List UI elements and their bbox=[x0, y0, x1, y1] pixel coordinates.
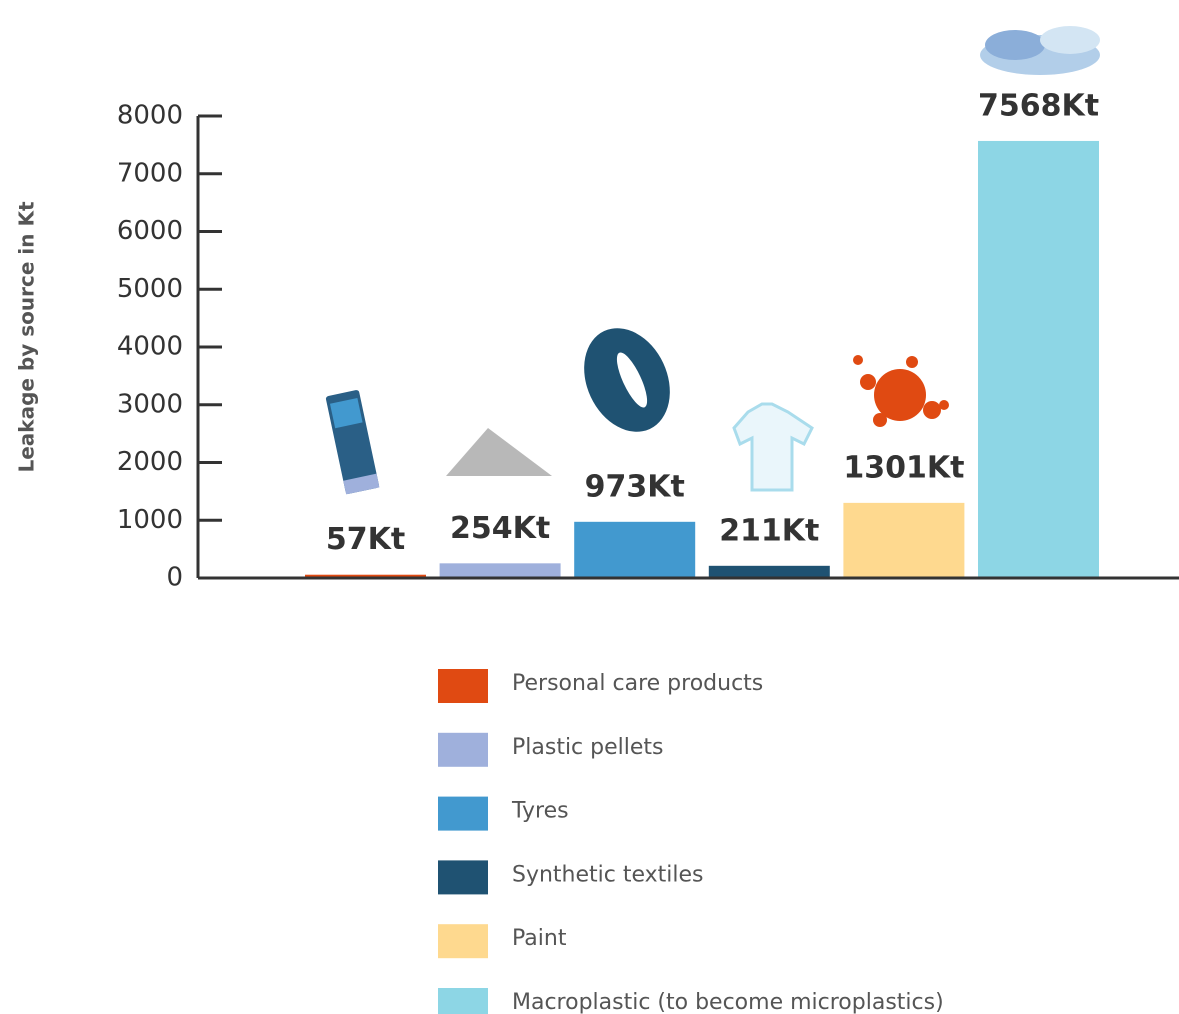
legend-label: Synthetic textiles bbox=[512, 862, 704, 887]
legend-label: Plastic pellets bbox=[512, 735, 664, 760]
legend-label: Macroplastic (to become microplastics) bbox=[512, 990, 944, 1014]
bar bbox=[708, 565, 830, 578]
bar bbox=[978, 140, 1099, 578]
y-tick-label: 0 bbox=[166, 563, 183, 593]
legend-label: Personal care products bbox=[512, 671, 763, 696]
legend-swatch bbox=[438, 988, 488, 1014]
legend-label: Tyres bbox=[511, 799, 569, 824]
legend-label: Paint bbox=[512, 926, 567, 951]
tube-icon bbox=[325, 390, 380, 495]
y-tick-label: 7000 bbox=[117, 158, 183, 188]
value-label: 57Kt bbox=[326, 522, 405, 557]
legend-swatch bbox=[438, 732, 488, 767]
shirt-icon bbox=[732, 402, 814, 492]
legend-swatch bbox=[438, 796, 488, 831]
y-tick-label: 5000 bbox=[117, 274, 183, 304]
value-label: 7568Kt bbox=[978, 88, 1099, 123]
bar bbox=[305, 574, 426, 578]
y-tick-label: 3000 bbox=[117, 389, 183, 419]
y-tick-label: 1000 bbox=[117, 505, 183, 535]
legend-swatch bbox=[438, 860, 488, 895]
value-label: 973Kt bbox=[585, 469, 685, 504]
y-tick-label: 8000 bbox=[117, 101, 183, 131]
value-label: 211Kt bbox=[719, 513, 819, 548]
tyre-icon bbox=[584, 328, 670, 432]
pellet-pile-icon bbox=[446, 428, 552, 476]
value-label: 1301Kt bbox=[843, 450, 964, 485]
legend-swatch bbox=[438, 924, 488, 959]
y-tick-label: 6000 bbox=[117, 216, 183, 246]
y-tick-label: 4000 bbox=[117, 332, 183, 362]
y-axis-label: Leakage by source in Kt bbox=[15, 201, 39, 472]
bar bbox=[574, 521, 696, 578]
legend-swatch bbox=[438, 669, 488, 703]
splatter-icon bbox=[853, 355, 949, 427]
value-label: 254Kt bbox=[450, 511, 550, 546]
bar bbox=[843, 502, 965, 578]
icons bbox=[325, 26, 1100, 495]
y-tick-label: 2000 bbox=[117, 447, 183, 477]
cloud-icon bbox=[980, 26, 1100, 75]
bar bbox=[439, 563, 561, 578]
